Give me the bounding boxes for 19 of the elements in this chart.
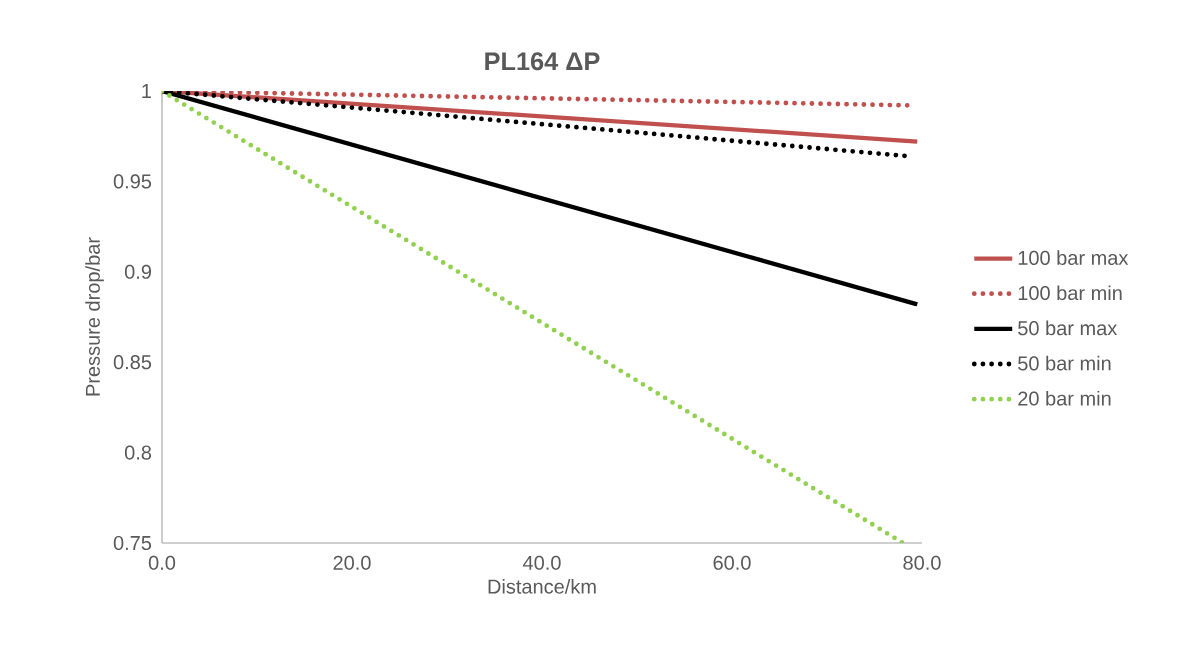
- y-tick-label: 0.9: [124, 264, 151, 279]
- chart-title: PL164 ΔP: [485, 52, 600, 71]
- legend-label: 50 bar max: [1018, 320, 1118, 336]
- y-tick-label: 1: [142, 84, 151, 98]
- x-axis-title: Distance/km: [488, 579, 596, 594]
- legend-label: 50 bar min: [1018, 355, 1111, 371]
- legend-label: 20 bar min: [1018, 390, 1111, 406]
- x-tick-label: 60.0: [713, 555, 751, 570]
- legend-label: 100 bar max: [1018, 250, 1129, 265]
- y-axis-title: Pressure drop/bar: [85, 237, 104, 396]
- x-tick-label: 40.0: [523, 555, 561, 570]
- x-tick-label: 20.0: [333, 555, 371, 570]
- y-tick-label: 0.95: [113, 174, 152, 189]
- y-tick-label: 0.75: [113, 535, 152, 551]
- x-tick-label: 80.0: [903, 555, 941, 570]
- legend-label: 100 bar min: [1018, 285, 1122, 301]
- x-tick-label: 0.0: [148, 555, 176, 570]
- y-tick-label: 0.8: [124, 445, 152, 460]
- y-tick-label: 0.85: [113, 355, 152, 370]
